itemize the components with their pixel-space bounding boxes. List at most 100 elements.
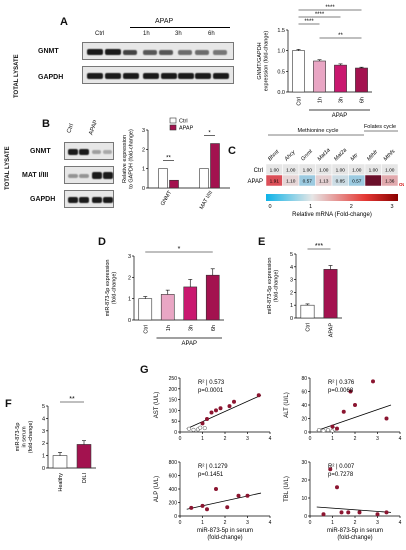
heatmap-value: 1.10 — [286, 179, 296, 185]
y-tick-label: 200 — [169, 387, 178, 393]
x-tick-label: 2 — [354, 436, 357, 442]
x-tick-label: 2 — [224, 520, 227, 526]
y-axis-label: AST (U/L) — [154, 392, 160, 419]
blot-band — [92, 197, 102, 203]
blot-band — [161, 73, 177, 79]
x-tick-label: 3 — [246, 436, 249, 442]
filled-point — [236, 493, 241, 498]
y-tick-label: 10 — [301, 496, 307, 502]
cycle-label-folates: Folates cycle — [364, 124, 396, 130]
blot-band — [213, 50, 227, 55]
panel-b-lane-1: APAP — [88, 119, 100, 136]
chart-g-alt: 0 20 40 60 80 0 1 2 3 4 R² | 0.376 p=0.0068 ALT (U/L… — [284, 376, 402, 442]
panel-b-label: B — [42, 118, 50, 130]
x-tick-label: 3h — [188, 325, 194, 331]
group-label: APAP — [332, 113, 348, 119]
bar — [160, 294, 175, 321]
stat-p: p=0.1451 — [198, 472, 224, 478]
significance-mark: **** — [304, 19, 314, 25]
y-tick-label: 150 — [169, 398, 178, 404]
significance-mark: *** — [315, 243, 323, 250]
blot-band — [92, 172, 102, 179]
y-tick-label: 800 — [169, 460, 178, 466]
heatmap-c: Methionine cycle Folates cycle Bhmt Ahcy Gnm… — [247, 124, 404, 218]
blot-band — [87, 49, 103, 55]
filled-point — [205, 417, 209, 422]
x-tick-label: Healthy — [58, 473, 64, 492]
blot-band — [105, 73, 121, 79]
y-axis-label: miR-873-5p expression(fold-change) — [105, 260, 118, 317]
x-tick-label: 1 — [201, 436, 204, 442]
gene-label: Mthfs — [383, 148, 397, 162]
filled-point — [375, 512, 380, 517]
heatmap-value: 1.00 — [286, 168, 296, 174]
panel-c-label: C — [228, 145, 236, 157]
blot-a-gapdh — [82, 66, 234, 84]
y-tick-label: 200 — [169, 501, 178, 507]
filled-point — [384, 416, 389, 421]
y-tick-label: 20 — [301, 478, 307, 484]
y-axis-label: ALP (U/L) — [154, 476, 160, 502]
y-tick-label: 0.0 — [277, 90, 285, 96]
blot-band — [103, 150, 112, 154]
gene-label: Bhmt — [267, 149, 281, 163]
fit-line — [186, 492, 262, 510]
y-tick-label: 50 — [171, 419, 177, 425]
stat-r2: R² | 0.1279 — [198, 464, 228, 470]
blot-band — [79, 149, 89, 155]
blot-band — [143, 50, 157, 55]
heatmap-value: 1.00 — [352, 168, 362, 174]
color-scale-bar — [266, 194, 398, 201]
panel-b-lane-0: Ctrl — [66, 123, 76, 134]
y-tick-label: 3 — [290, 278, 293, 284]
blot-band — [79, 197, 89, 203]
blot-band — [103, 197, 113, 203]
group-label: APAP — [181, 341, 197, 347]
panel-b-row-0: GNMT — [30, 148, 51, 155]
open-point — [321, 428, 326, 433]
blot-band — [213, 73, 229, 79]
gene-label: Mat1a — [317, 147, 332, 162]
blot-band — [79, 174, 89, 178]
blot-band — [87, 73, 103, 79]
bar — [183, 286, 198, 321]
y-tick-label: 1.5 — [277, 28, 285, 34]
stat-r2: R² | 0.007 — [328, 464, 355, 470]
legend-label: Ctrl — [179, 119, 188, 125]
blot-band — [123, 73, 139, 79]
x-tick-label: 4 — [269, 520, 272, 526]
y-tick-label: 2 — [128, 275, 131, 281]
filled-point — [205, 507, 209, 512]
heatmap-value: 1.00 — [369, 168, 379, 174]
blot-band — [159, 50, 173, 55]
heatmap-value: 1.00 — [385, 168, 395, 174]
chart-e: 0 1 2 3 4 5 Ctrl APAP miR-873-5p expression(fold… — [267, 243, 342, 338]
stat-p: p=0.7278 — [328, 472, 354, 478]
filled-point — [339, 510, 344, 515]
legend-swatch — [169, 124, 177, 131]
blot-band — [103, 172, 113, 179]
bar — [323, 269, 338, 319]
y-tick-label: 0.5 — [277, 69, 285, 75]
y-tick-label: 1 — [142, 167, 145, 173]
blot-band — [105, 49, 121, 55]
blot-band — [123, 50, 137, 55]
fit-line — [316, 506, 392, 513]
filled-point — [328, 467, 333, 472]
y-tick-label: 0 — [142, 186, 145, 192]
x-tick-label: 1 — [331, 436, 334, 442]
filled-point — [335, 426, 339, 431]
filled-point — [200, 503, 205, 508]
scale-tick-label: 1 — [309, 204, 312, 210]
panel-a-header-line — [130, 27, 230, 28]
x-tick-label: APAP — [329, 323, 335, 338]
x-tick-label: 4 — [399, 436, 402, 442]
blot-b-gnmt — [64, 142, 114, 160]
x-tick-label: 1h — [318, 97, 324, 103]
chart-g-tbl: 0 10 20 30 0 1 2 3 4 R² | 0.007 p=0.7278 TBL (U/L) m… — [284, 460, 402, 541]
chart-g-alp: 0 200 400 600 800 0 1 2 3 4 R² | 0.1279 p=0.1451 ALP… — [154, 460, 272, 541]
chart-a: 0.0 0.5 1.0 1.5 Ctrl 1h 3h 6h GNMT/GAPDHexpressi… — [257, 5, 372, 119]
filled-point — [335, 485, 339, 490]
heatmap-value: 0.57 — [352, 179, 362, 185]
